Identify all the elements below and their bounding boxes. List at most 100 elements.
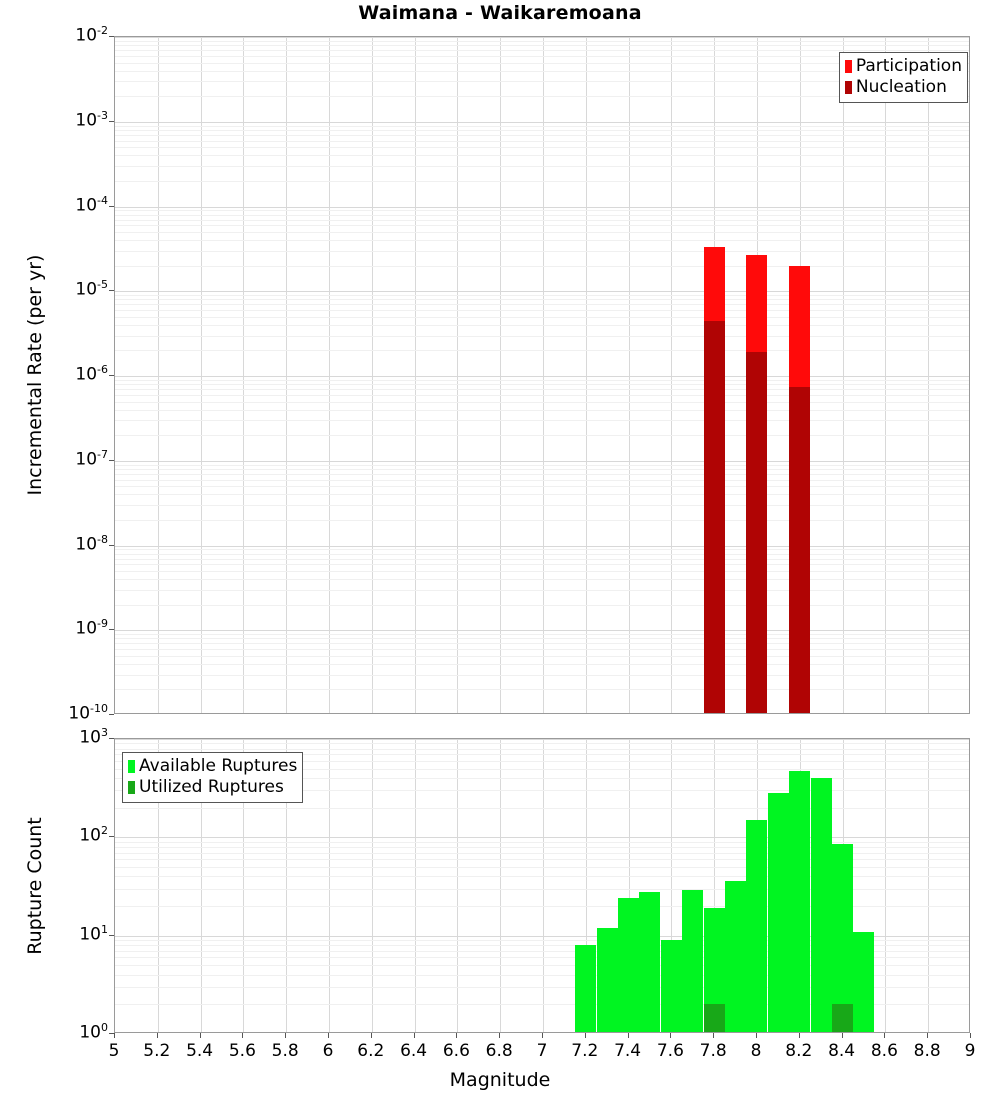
gridline-horizontal (115, 656, 969, 657)
gridline-horizontal (115, 147, 969, 148)
x-tick-mark (285, 1033, 286, 1038)
bar-nucleation (789, 387, 810, 713)
bar-available-ruptures (682, 890, 703, 1032)
gridline-horizontal (115, 505, 969, 506)
gridline-vertical (286, 37, 287, 713)
gridline-horizontal (115, 761, 969, 762)
x-tick-label: 5.2 (143, 1041, 171, 1061)
bar-available-ruptures (704, 908, 725, 1032)
gridline-horizontal (115, 410, 969, 411)
bar-available-ruptures (575, 945, 596, 1032)
gridline-horizontal (115, 739, 969, 740)
gridline-horizontal (115, 135, 969, 136)
x-tick-mark (628, 1033, 629, 1038)
gridline-horizontal (115, 155, 969, 156)
gridline-vertical (885, 739, 886, 1032)
gridline-horizontal (115, 494, 969, 495)
bar-available-ruptures (811, 778, 832, 1032)
x-tick-label: 5 (108, 1041, 120, 1061)
gridline-horizontal (115, 166, 969, 167)
x-tick-mark (114, 1033, 115, 1038)
gridline-vertical (372, 739, 373, 1032)
gridline-vertical (158, 739, 159, 1032)
gridline-horizontal (115, 965, 969, 966)
gridline-vertical (243, 739, 244, 1032)
legend-item: Utilized Ruptures (128, 777, 297, 798)
x-tick-mark (756, 1033, 757, 1038)
gridline-horizontal (115, 936, 969, 937)
gridline-horizontal (115, 310, 969, 311)
gridline-vertical (457, 739, 458, 1032)
gridline-vertical (928, 739, 929, 1032)
gridline-horizontal (115, 126, 969, 127)
bar-available-ruptures (661, 940, 682, 1032)
gridline-vertical (201, 739, 202, 1032)
x-tick-mark (585, 1033, 586, 1038)
y-tick-label: 10-10 (68, 702, 108, 724)
x-tick-mark (499, 1033, 500, 1038)
gridline-horizontal (115, 63, 969, 64)
gridline-vertical (372, 37, 373, 713)
gridline-horizontal (115, 749, 969, 750)
legend-item-label: Utilized Ruptures (139, 777, 284, 797)
y-tick-mark (109, 545, 114, 546)
gridline-vertical (629, 37, 630, 713)
gridline-horizontal (115, 876, 969, 877)
x-tick-mark (713, 1033, 714, 1038)
x-tick-mark (542, 1033, 543, 1038)
x-tick-mark (799, 1033, 800, 1038)
gridline-vertical (543, 37, 544, 713)
y-tick-mark (109, 36, 114, 37)
gridline-horizontal (115, 675, 969, 676)
gridline-horizontal (115, 304, 969, 305)
bar-available-ruptures (789, 771, 810, 1032)
gridline-vertical (415, 739, 416, 1032)
x-tick-label: 7.6 (656, 1041, 684, 1061)
y-tick-mark (109, 738, 114, 739)
bottom-chart-legend: Available Ruptures Utilized Ruptures (122, 752, 304, 803)
legend-swatch-icon (128, 760, 135, 773)
gridline-vertical (885, 37, 886, 713)
y-tick-mark (109, 375, 114, 376)
top-chart-legend: Participation Nucleation (838, 52, 968, 103)
gridline-horizontal (115, 605, 969, 606)
gridline-horizontal (115, 754, 969, 755)
bar-available-ruptures (618, 898, 639, 1032)
y-tick-mark (109, 460, 114, 461)
y-tick-label: 10-9 (75, 617, 108, 639)
x-tick-label: 7 (536, 1041, 548, 1061)
gridline-horizontal (115, 940, 969, 941)
gridline-horizontal (115, 389, 969, 390)
x-tick-mark (842, 1033, 843, 1038)
gridline-horizontal (115, 45, 969, 46)
gridline-vertical (158, 37, 159, 713)
gridline-horizontal (115, 546, 969, 547)
gridline-vertical (586, 739, 587, 1032)
y-tick-mark (109, 121, 114, 122)
gridline-horizontal (115, 41, 969, 42)
legend-item-label: Participation (855, 56, 962, 76)
y-tick-label: 10-4 (75, 193, 108, 216)
y-tick-label: 10-8 (75, 532, 108, 555)
gridline-horizontal (115, 291, 969, 292)
x-tick-label: 5.4 (186, 1041, 214, 1061)
gridline-vertical (415, 37, 416, 713)
y-tick-label: 101 (79, 922, 108, 945)
bar-available-ruptures (768, 793, 789, 1032)
x-tick-mark (371, 1033, 372, 1038)
bar-available-ruptures (597, 928, 618, 1032)
gridline-horizontal (115, 295, 969, 296)
gridline-horizontal (115, 225, 969, 226)
gridline-horizontal (115, 37, 969, 38)
gridline-vertical (543, 739, 544, 1032)
gridline-horizontal (115, 975, 969, 976)
y-tick-mark (109, 714, 114, 715)
gridline-horizontal (115, 906, 969, 907)
y-tick-label: 103 (79, 726, 108, 748)
page-title: Waimana - Waikaremoana (358, 2, 642, 24)
x-tick-label: 7.2 (571, 1041, 599, 1061)
gridline-vertical (329, 37, 330, 713)
x-tick-mark (927, 1033, 928, 1038)
gridline-horizontal (115, 790, 969, 791)
gridline-horizontal (115, 81, 969, 82)
